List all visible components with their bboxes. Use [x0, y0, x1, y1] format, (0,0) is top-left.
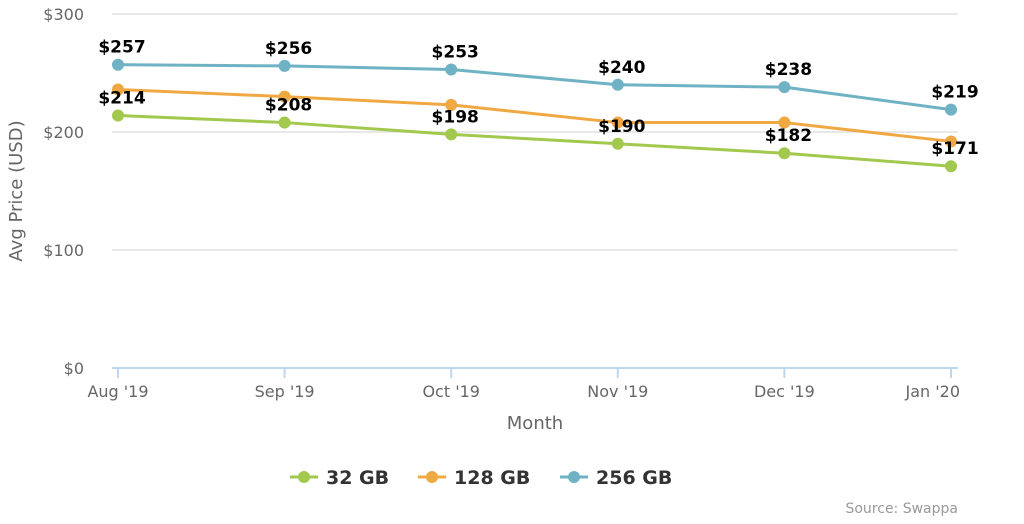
legend[interactable]: 32 GB 128 GB 256 GB: [290, 467, 672, 489]
data-point[interactable]: [278, 116, 291, 129]
x-tick-label: Dec '19: [754, 382, 815, 401]
data-point[interactable]: [611, 116, 624, 129]
x-tick-label: Oct '19: [422, 382, 480, 401]
data-labels: $214 $208 $198 $190 $182 $171 $257 $256 $253 $240…: [98, 38, 978, 159]
series-lines: [112, 58, 957, 173]
legend-marker: [298, 471, 310, 483]
data-point[interactable]: [112, 83, 124, 96]
data-label: $257: [98, 38, 145, 58]
series-line: [117, 113, 952, 168]
y-axis-title: Avg Price (USD): [6, 120, 27, 261]
y-tick-label: $300: [43, 5, 84, 24]
data-point[interactable]: [778, 81, 791, 94]
y-tick-label: $200: [43, 123, 84, 142]
data-point[interactable]: [112, 58, 124, 71]
legend-marker: [568, 471, 580, 483]
x-tick-label: Sep '19: [255, 382, 315, 401]
data-point[interactable]: [611, 78, 624, 91]
y-tick-label: $100: [43, 241, 84, 260]
data-point[interactable]: [445, 98, 458, 111]
data-label: $171: [931, 139, 978, 159]
x-axis-title: Month: [507, 413, 563, 434]
x-tick-label: Nov '19: [587, 382, 648, 401]
data-point[interactable]: [945, 103, 957, 116]
data-label: $208: [265, 96, 312, 116]
data-point[interactable]: [112, 109, 124, 122]
data-label: $198: [432, 107, 479, 127]
data-label: $214: [98, 88, 145, 108]
data-label: $238: [765, 60, 812, 80]
legend-item-128-gb[interactable]: 128 GB: [418, 467, 530, 489]
source-credit[interactable]: Source: Swappa: [845, 501, 958, 517]
data-point[interactable]: [611, 137, 624, 150]
legend-label: 128 GB: [454, 467, 530, 489]
data-point[interactable]: [445, 128, 458, 141]
legend-label: 32 GB: [326, 467, 389, 489]
data-label: $190: [598, 117, 645, 137]
data-point[interactable]: [278, 90, 291, 103]
data-label: $182: [765, 126, 812, 146]
data-point[interactable]: [945, 135, 957, 148]
axes: $0 $100 $200 $300 Aug '19 Sep '19 Oct '19 Nov '…: [43, 5, 960, 401]
series-line: [117, 63, 952, 112]
data-point[interactable]: [445, 63, 458, 76]
legend-marker: [426, 471, 438, 483]
data-label: $253: [432, 42, 479, 62]
data-label: $256: [265, 39, 312, 59]
series-line: [117, 88, 952, 143]
x-tick-label: Jan '20: [904, 382, 960, 401]
y-tick-label: $0: [64, 359, 84, 378]
data-point[interactable]: [778, 116, 791, 129]
legend-item-256-gb[interactable]: 256 GB: [560, 467, 672, 489]
legend-item-32-gb[interactable]: 32 GB: [290, 467, 389, 489]
series-32-gb[interactable]: [112, 109, 957, 173]
data-point[interactable]: [945, 160, 957, 173]
series-128-gb[interactable]: [112, 83, 957, 148]
gridlines: [112, 13, 958, 251]
data-label: $240: [598, 58, 645, 78]
data-point[interactable]: [278, 59, 291, 72]
series-256-gb[interactable]: [112, 58, 957, 116]
data-label: $219: [931, 83, 978, 103]
data-point[interactable]: [778, 147, 791, 160]
x-tick-label: Aug '19: [87, 382, 148, 401]
legend-label: 256 GB: [596, 467, 672, 489]
